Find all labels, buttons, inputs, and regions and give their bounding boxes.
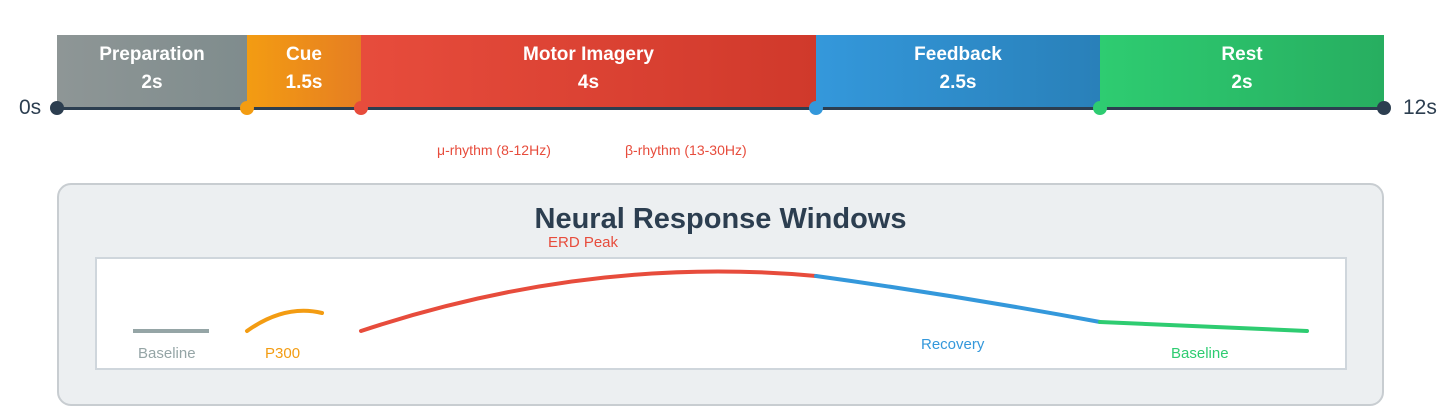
marker-start: [50, 101, 64, 115]
timeline-axis: [57, 107, 1384, 110]
beta-rhythm-label: β-rhythm (13-30Hz): [625, 142, 747, 158]
erd-curve: [359, 269, 818, 333]
time-start-label: 0s: [19, 96, 42, 119]
phase-duration: 4s: [577, 72, 600, 93]
phase-duration: 1.5s: [285, 72, 323, 93]
marker-end: [1377, 101, 1391, 115]
p300-curve: [245, 308, 324, 333]
phase-name: Preparation: [99, 44, 205, 65]
phase-preparation: Preparation 2s: [57, 35, 247, 108]
marker-cue: [240, 101, 254, 115]
phase-cue: Cue 1.5s: [247, 35, 361, 108]
phase-name: Motor Imagery: [523, 44, 654, 65]
phase-rest: Rest 2s: [1100, 35, 1384, 108]
response-plot-area: [95, 257, 1347, 370]
panel-title: Neural Response Windows: [534, 203, 907, 235]
recovery-curve: [814, 274, 1102, 324]
marker-feedback: [809, 101, 823, 115]
phase-duration: 2s: [1231, 72, 1253, 93]
phase-feedback: Feedback 2.5s: [816, 35, 1100, 108]
phase-motor-imagery: Motor Imagery 4s: [361, 35, 816, 108]
marker-motor-imagery: [354, 101, 368, 115]
phase-name: Feedback: [914, 44, 1002, 65]
phase-duration: 2.5s: [939, 72, 977, 93]
recovery-label: Recovery: [921, 336, 985, 353]
phase-name: Cue: [286, 44, 322, 65]
marker-rest: [1093, 101, 1107, 115]
baseline-end-label: Baseline: [1171, 345, 1229, 362]
phase-duration: 2s: [141, 72, 163, 93]
phase-name: Rest: [1221, 44, 1263, 65]
baseline-start-label: Baseline: [138, 345, 196, 362]
erd-peak-label: ERD Peak: [548, 234, 619, 251]
baseline-end-curve: [1098, 320, 1309, 333]
mu-rhythm-label: μ-rhythm (8-12Hz): [437, 142, 551, 158]
time-end-label: 12s: [1403, 96, 1437, 119]
p300-label: P300: [265, 345, 301, 362]
